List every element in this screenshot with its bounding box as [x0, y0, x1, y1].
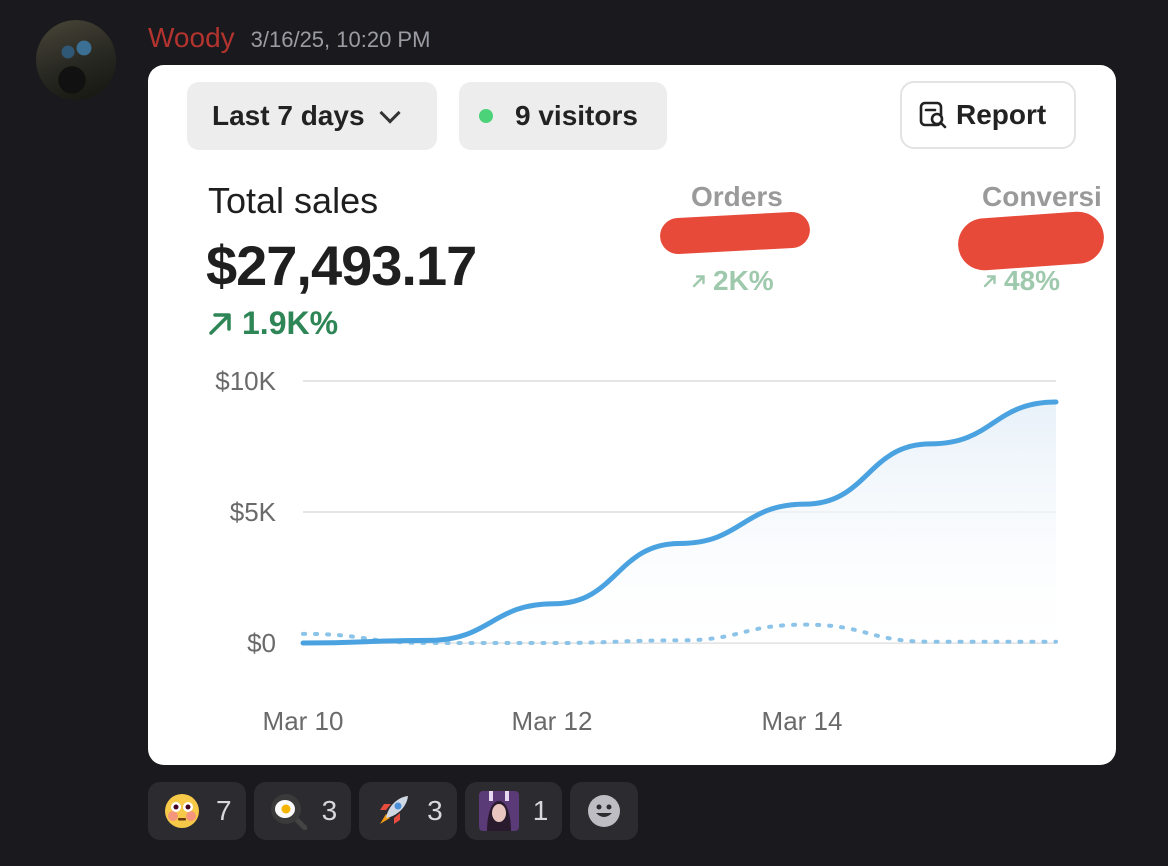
reaction-count: 3	[321, 795, 338, 826]
orders-change: 2K%	[691, 265, 774, 297]
conversion-change-value: 48%	[1004, 265, 1061, 296]
reaction-custom-avatar[interactable]: 1	[464, 782, 563, 840]
arrow-up-right-icon	[209, 312, 231, 335]
total-sales-value: $27,493.17	[206, 234, 477, 297]
series-layer	[300, 399, 1059, 646]
date-range-label: Last 7 days	[212, 100, 365, 131]
message-header: Woody 3/16/25, 10:20 PM	[148, 22, 430, 54]
date-range-selector[interactable]: Last 7 days	[187, 82, 437, 150]
visitors-badge[interactable]: 9 visitors	[459, 82, 667, 150]
live-dot-icon	[479, 109, 493, 123]
reaction-count: 7	[216, 795, 232, 826]
fried-egg-pan-icon	[268, 791, 308, 831]
total-sales-change: 1.9K%	[206, 305, 338, 342]
custom-avatar-emoji-icon	[478, 791, 519, 831]
conversion-label: Conversi	[982, 181, 1102, 212]
arrow-up-right-icon	[692, 275, 705, 288]
series-line-current	[300, 399, 1059, 646]
y-tick-label: $0	[247, 628, 276, 658]
reaction-count: 3	[427, 795, 443, 826]
x-tick-label: Mar 10	[263, 706, 344, 736]
sales-line-chart: $10K $5K $0 Mar 10 Mar 12 Mar 14	[215, 366, 1059, 736]
orders-change-value: 2K%	[713, 265, 774, 296]
rocket-icon	[373, 791, 413, 831]
shared-screenshot[interactable]: Last 7 days 9 visitors Report Total sale…	[148, 65, 1116, 765]
x-tick-label: Mar 14	[762, 706, 843, 736]
arrow-up-right-icon	[983, 275, 996, 288]
orders-label: Orders	[691, 181, 783, 212]
x-tick-label: Mar 12	[512, 706, 593, 736]
reaction-rocket[interactable]: 3	[359, 782, 457, 840]
total-sales-change-value: 1.9K%	[242, 305, 339, 341]
reactions-bar: 7 3 3	[148, 782, 639, 840]
username[interactable]: Woody	[148, 22, 235, 53]
y-tick-label: $10K	[215, 366, 276, 396]
flushed-face-icon	[162, 791, 202, 831]
reaction-cooking[interactable]: 3	[253, 782, 352, 840]
conversion-change: 48%	[982, 265, 1060, 297]
reaction-flushed[interactable]: 7	[148, 782, 246, 840]
total-sales-title: Total sales	[208, 180, 379, 221]
report-label: Report	[956, 99, 1047, 130]
timestamp: 3/16/25, 10:20 PM	[250, 27, 431, 52]
add-reaction-icon	[584, 791, 624, 831]
report-search-icon	[919, 101, 947, 129]
report-button[interactable]: Report	[900, 81, 1076, 149]
reaction-count: 1	[532, 795, 549, 826]
avatar[interactable]	[36, 20, 116, 100]
visitors-label: 9 visitors	[515, 100, 638, 131]
series-area-current	[303, 401, 1056, 643]
y-tick-label: $5K	[230, 497, 277, 527]
add-reaction-button[interactable]	[570, 782, 639, 840]
